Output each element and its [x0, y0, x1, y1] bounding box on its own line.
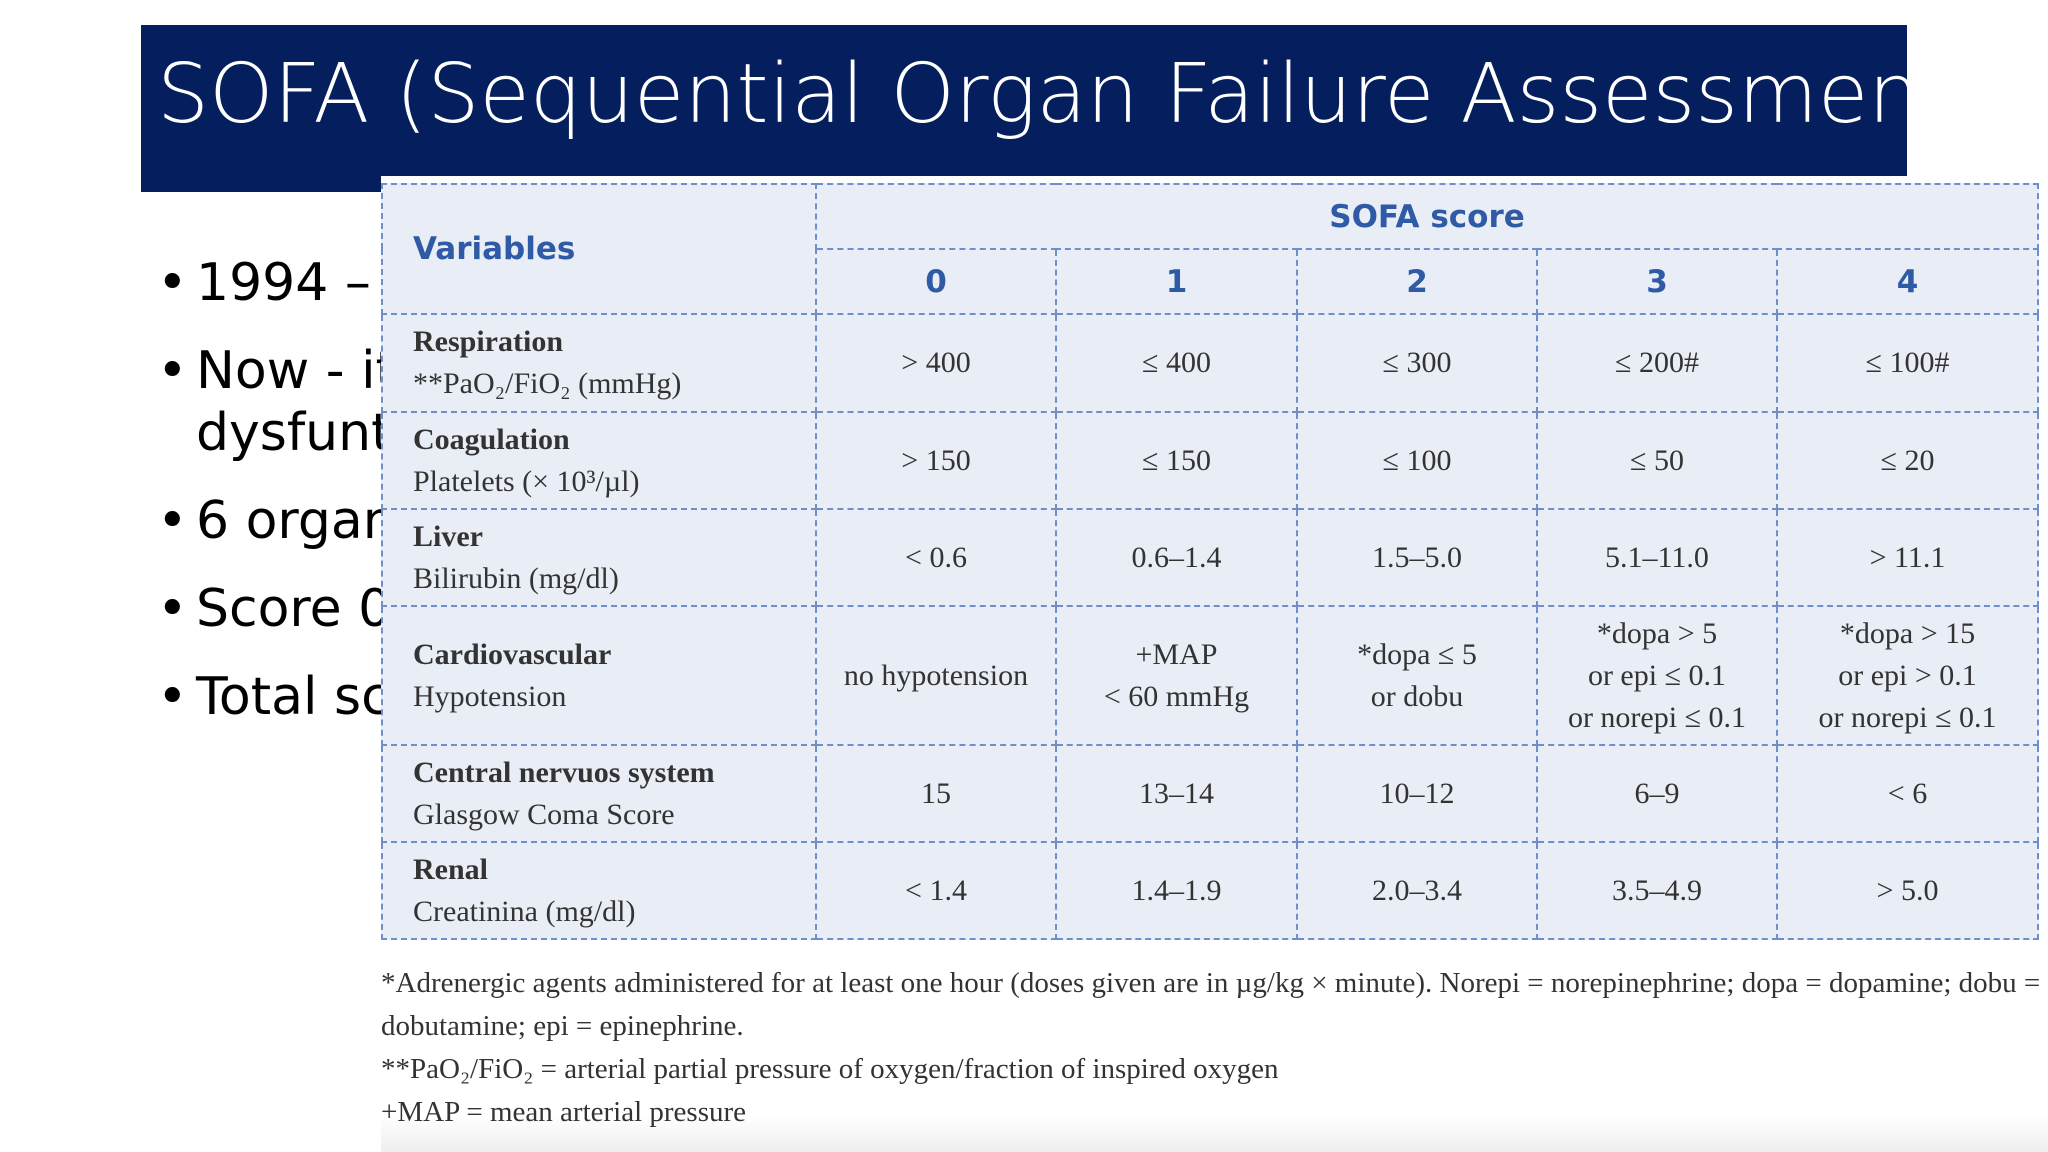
score-cell: 3.5–4.9 — [1536, 841, 1778, 940]
score-cell: > 5.0 — [1775, 841, 2040, 940]
score-cell: 0.6–1.4 — [1055, 508, 1298, 607]
cell-line: *dopa > 15 — [1839, 616, 1976, 650]
footnotes: *Adrenergic agents administered for at l… — [381, 962, 2040, 1134]
bullet: 6 organ — [157, 490, 410, 552]
variable-measure: Hypotension — [413, 679, 567, 713]
score-cell: ≤ 50 — [1536, 411, 1778, 510]
score-cell: ≤ 150 — [1055, 411, 1298, 510]
bullet-text: 6 organ — [196, 491, 396, 551]
score-cell: 6–9 — [1536, 744, 1778, 843]
cell-line: *dopa > 5 — [1596, 616, 1718, 650]
cell-line: or epi ≤ 0.1 — [1587, 658, 1727, 692]
score-cell: > 11.1 — [1775, 508, 2040, 607]
score-cell: ≤ 400 — [1055, 313, 1298, 413]
variable-measure: Creatinina (mg/dl) — [413, 894, 636, 928]
footnote: +MAP = mean arterial pressure — [381, 1096, 747, 1128]
table-row: Liver Bilirubin (mg/dl) < 0.6 0.6–1.4 1.5–5.… — [381, 508, 2040, 607]
variable-measure: Bilirubin (mg/dl) — [413, 561, 619, 595]
bullet-text: 1994 – i — [196, 253, 402, 313]
footnote: dobutamine; epi = epinephrine. — [381, 1010, 744, 1042]
score-cell: ≤ 100 — [1296, 411, 1538, 510]
variable-cell: Central nervuos system Glasgow Coma Score — [381, 744, 817, 843]
cell-line: or epi > 0.1 — [1838, 658, 1977, 692]
cell-line: < 60 mmHg — [1103, 679, 1250, 713]
score-cell: < 0.6 — [815, 508, 1057, 607]
variable-measure: **PaO₂/FiO₂ (mmHg) — [413, 367, 682, 400]
score-cell: > 150 — [815, 411, 1057, 510]
score-header-cell: 0 — [815, 248, 1057, 315]
bullet-text: Score 0- — [196, 579, 411, 639]
score-cell: < 1.4 — [815, 841, 1057, 940]
variable-name: Renal — [413, 852, 488, 886]
footnote: **PaO₂/FiO₂ = arterial partial pressure … — [381, 1053, 1279, 1085]
score-cell: > 400 — [815, 313, 1057, 413]
variables-header: Variables — [381, 183, 817, 315]
variable-cell: Renal Creatinina (mg/dl) — [381, 841, 817, 940]
score-cell: *dopa ≤ 5 or dobu — [1296, 605, 1538, 746]
score-cell: 10–12 — [1296, 744, 1538, 843]
cell-line: no hypotension — [843, 658, 1029, 692]
score-cell: < 6 — [1775, 744, 2040, 843]
variable-name: Respiration — [413, 325, 563, 358]
variable-measure: Platelets (× 10³/µl) — [413, 464, 640, 498]
header-row: Variables SOFA score — [381, 183, 2040, 315]
table-row: Renal Creatinina (mg/dl) < 1.4 1.4–1.9 2.0–3… — [381, 841, 2040, 940]
bullet: 1994 – i — [157, 252, 410, 314]
score-cell: 5.1–11.0 — [1536, 508, 1778, 607]
score-cell: *dopa > 5 or epi ≤ 0.1 or norepi ≤ 0.1 — [1536, 605, 1778, 746]
score-cell: 1.4–1.9 — [1055, 841, 1298, 940]
cell-line: or norepi ≤ 0.1 — [1567, 700, 1747, 734]
bullet: Score 0- — [157, 578, 410, 640]
score-cell: 15 — [815, 744, 1057, 843]
score-header-cell: 4 — [1775, 248, 2040, 315]
sofa-table: Variables SOFA score 0 1 2 3 4 Respiration **PaO… — [381, 183, 2040, 940]
variable-cell: Coagulation Platelets (× 10³/µl) — [381, 411, 817, 510]
score-header-cell: 3 — [1536, 248, 1778, 315]
cell-line: *dopa ≤ 5 — [1357, 637, 1477, 671]
table-row: Central nervuos system Glasgow Coma Score… — [381, 744, 2040, 843]
variable-name: Coagulation — [413, 422, 570, 456]
table-row: Cardiovascular Hypotension no hypotension +… — [381, 605, 2040, 746]
variable-cell: Respiration **PaO₂/FiO₂ (mmHg) — [381, 313, 817, 413]
table-image: Variables SOFA score 0 1 2 3 4 Respiration **PaO… — [381, 176, 2048, 1152]
table-row: Respiration **PaO₂/FiO₂ (mmHg) > 400 ≤ 400 ≤… — [381, 313, 2040, 413]
score-cell: ≤ 300 — [1296, 313, 1538, 413]
bullet-text: Total sc — [196, 667, 390, 727]
variable-cell: Cardiovascular Hypotension — [381, 605, 817, 746]
score-header-cell: 1 — [1055, 248, 1298, 315]
variable-measure: Glasgow Coma Score — [413, 797, 675, 831]
slide-title: SOFA (Sequential Organ Failure Assessmen… — [157, 47, 1985, 142]
title-bar: SOFA (Sequential Organ Failure Assessmen… — [141, 25, 1984, 192]
score-cell: +MAP < 60 mmHg — [1055, 605, 1298, 746]
score-cell: 2.0–3.4 — [1296, 841, 1538, 940]
bottom-fade — [381, 1116, 2048, 1152]
cell-line: or norepi ≤ 0.1 — [1818, 700, 1997, 734]
variable-name: Cardiovascular — [413, 637, 612, 671]
score-cell: ≤ 100# — [1775, 313, 2040, 413]
score-cell: 1.5–5.0 — [1296, 508, 1538, 607]
cell-line: or dobu — [1370, 679, 1464, 713]
variable-name: Central nervuos system — [413, 755, 715, 789]
score-cell: ≤ 20 — [1775, 411, 2040, 510]
bullet-text: Now - it — [196, 341, 396, 401]
cell-line: +MAP — [1135, 637, 1218, 671]
footnote: *Adrenergic agents administered for at l… — [381, 967, 2041, 999]
score-cell: no hypotension — [815, 605, 1057, 746]
score-header-cell: 2 — [1296, 248, 1538, 315]
variable-name: Liver — [413, 519, 483, 553]
variable-cell: Liver Bilirubin (mg/dl) — [381, 508, 817, 607]
score-cell: *dopa > 15 or epi > 0.1 or norepi ≤ 0.1 — [1775, 605, 2040, 746]
bullet: Total sc — [157, 666, 410, 728]
score-cell: ≤ 200# — [1536, 313, 1778, 413]
bullet-text: dysfunti — [196, 403, 406, 463]
score-cell: 13–14 — [1055, 744, 1298, 843]
table-row: Coagulation Platelets (× 10³/µl) > 150 ≤ 15… — [381, 411, 2040, 510]
score-header: SOFA score — [814, 183, 2040, 250]
